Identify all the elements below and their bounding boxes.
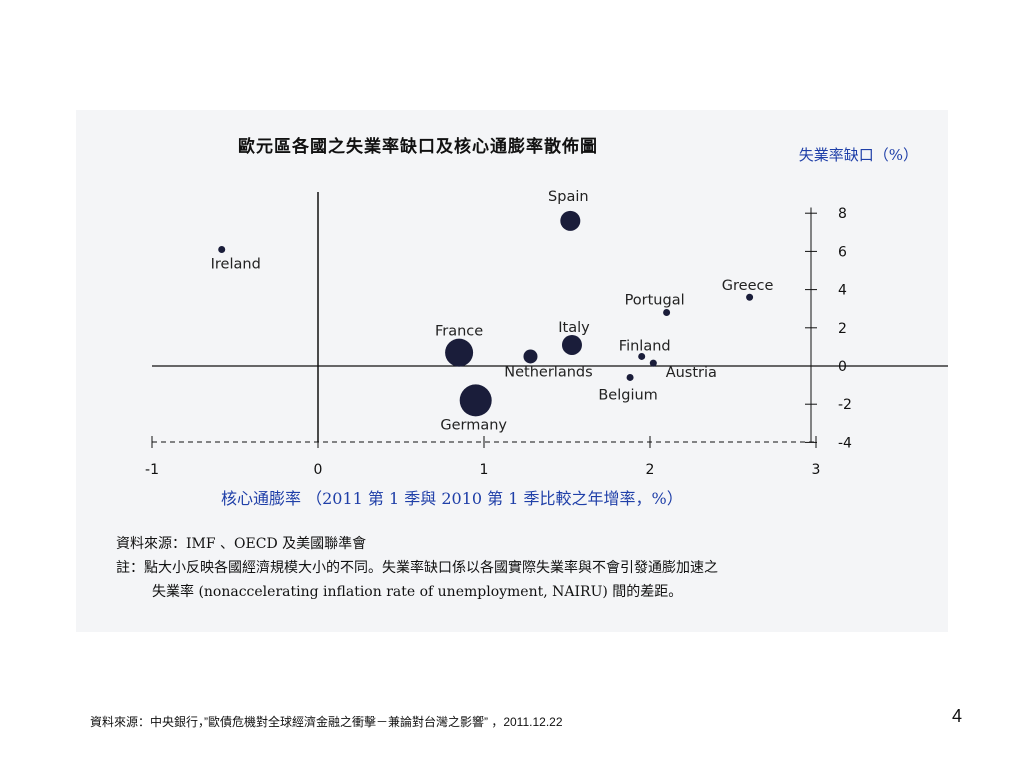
y-tick-label: 6 <box>838 244 847 260</box>
note-line-1: 註：點大小反映各國經濟規模大小的不同。失業率缺口係以各國實際失業率與不會引發通膨… <box>116 560 718 576</box>
scatter-plot: -1 0 1 2 3 8 6 4 2 0 -2 -4 Spain Ireland Greece Portuga… <box>145 189 948 478</box>
point-label-portugal: Portugal <box>625 293 685 309</box>
point-france <box>445 338 474 367</box>
chart-title: 歐元區各國之失業率缺口及核心通膨率散佈圖 <box>238 137 598 157</box>
point-belgium <box>626 373 634 381</box>
point-label-belgium: Belgium <box>598 387 657 403</box>
point-label-spain: Spain <box>548 189 589 205</box>
point-label-italy: Italy <box>558 320 590 336</box>
y-tick-label: -2 <box>838 397 852 413</box>
point-spain <box>560 210 581 231</box>
point-label-germany: Germany <box>440 417 507 433</box>
point-netherlands <box>523 349 538 364</box>
y-tick-label: 8 <box>838 206 847 222</box>
x-tick-label: 3 <box>812 462 821 478</box>
point-label-france: France <box>435 324 483 340</box>
x-tick-label: 2 <box>646 462 655 478</box>
point-greece <box>746 293 754 301</box>
point-italy <box>561 334 582 355</box>
note-text: 註：點大小反映各國經濟規模大小的不同。失業率缺口係以各國實際失業率與不會引發通膨… <box>116 556 916 604</box>
point-austria <box>649 359 657 367</box>
x-tick-label: 1 <box>480 462 489 478</box>
point-label-finland: Finland <box>619 338 671 354</box>
y-tick-label: 2 <box>838 321 847 337</box>
point-finland <box>638 352 646 360</box>
x-tick-label: 0 <box>314 462 323 478</box>
point-label-austria: Austria <box>666 365 717 381</box>
y-axis-title: 失業率缺口（%） <box>798 146 918 164</box>
point-label-netherlands: Netherlands <box>504 364 592 380</box>
y-tick-label: 4 <box>838 283 847 299</box>
point-portugal <box>663 309 671 317</box>
note-line-2: 失業率 (nonaccelerating inflation rate of u… <box>152 584 683 600</box>
point-label-ireland: Ireland <box>211 256 261 272</box>
point-germany <box>459 384 492 417</box>
scanned-figure: 歐元區各國之失業率缺口及核心通膨率散佈圖 失業率缺口（%） -1 0 1 2 3 8 6 4 2… <box>76 110 948 632</box>
x-axis-title: 核心通膨率 （2011 第 1 季與 2010 第 1 季比較之年增率，%） <box>221 489 683 508</box>
y-tick-label: -4 <box>838 435 852 451</box>
page-number: 4 <box>951 706 962 726</box>
point-ireland <box>218 245 226 253</box>
footer-source: 資料來源：中央銀行，”歐債危機對全球經濟金融之衝擊－兼論對台灣之影響” ，201… <box>90 715 563 729</box>
point-label-greece: Greece <box>722 278 774 294</box>
x-tick-label: -1 <box>145 462 159 478</box>
sources-text: 資料來源：IMF 、OECD 及美國聯準會 <box>116 536 367 552</box>
y-tick-label: 0 <box>838 359 847 375</box>
